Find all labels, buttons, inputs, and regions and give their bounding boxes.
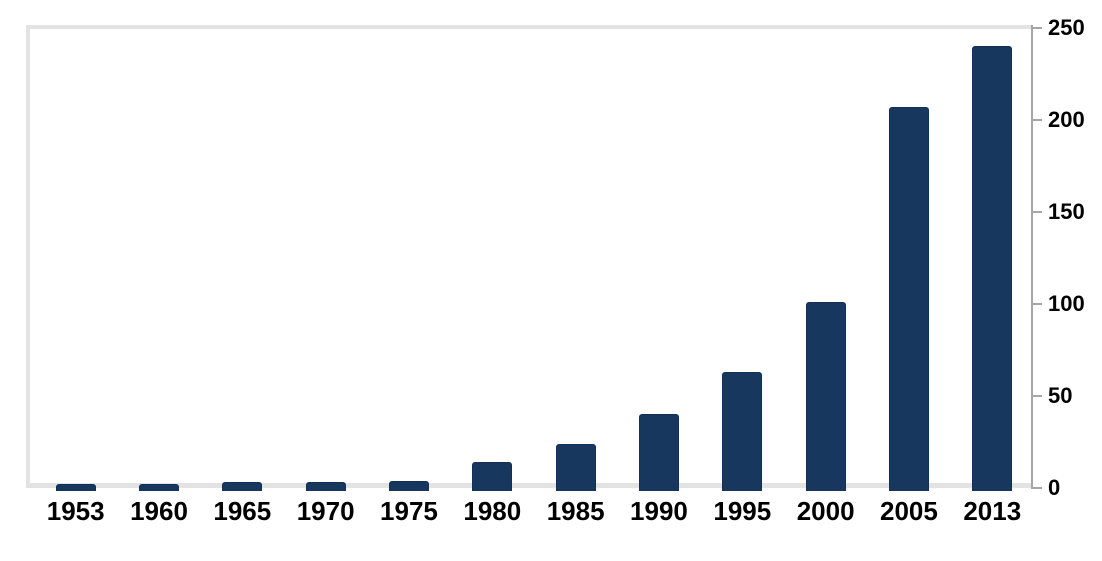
y-axis-line	[1031, 25, 1033, 489]
x-label-1965: 1965	[213, 496, 272, 526]
x-label-1970: 1970	[296, 496, 355, 526]
bar-column-2005	[867, 25, 950, 491]
y-tick-200	[1033, 119, 1042, 121]
bar-1985	[555, 443, 596, 491]
bar-1990	[638, 414, 679, 491]
x-label-2005: 2005	[880, 496, 938, 526]
bar-column-2000	[784, 25, 867, 491]
bar-1970	[305, 482, 346, 491]
x-label-1975: 1975	[380, 496, 438, 526]
bar-1995	[722, 372, 763, 491]
x-label-1960: 1960	[130, 496, 188, 526]
bar-column-1980	[451, 25, 534, 491]
bar-2005	[888, 107, 929, 491]
x-label-2013: 2013	[963, 496, 1022, 526]
bar-column-1953	[34, 25, 117, 491]
bar-column-1990	[617, 25, 700, 491]
bar-column-1960	[117, 25, 200, 491]
x-label-1990: 1990	[630, 496, 688, 526]
x-label-1953: 1953	[46, 496, 105, 526]
y-tick-label-50: 50	[1048, 383, 1073, 408]
bar-1953	[55, 484, 96, 491]
bar-column-1995	[701, 25, 784, 491]
x-label-1985: 1985	[546, 496, 605, 526]
bar-column-1985	[534, 25, 617, 491]
y-tick-150	[1033, 211, 1042, 213]
y-tick-label-200: 200	[1048, 107, 1085, 132]
bar-column-1970	[284, 25, 367, 491]
x-label-1995: 1995	[713, 496, 772, 526]
bar-column-2013	[951, 25, 1034, 491]
bar-1975	[388, 480, 429, 491]
y-tick-label-100: 100	[1048, 291, 1085, 316]
x-axis-labels: 1953 1960 1965 1970 1975 1980 1985 1990 1995 2000…	[34, 496, 1034, 527]
bars-row	[34, 25, 1034, 491]
bar-column-1965	[201, 25, 284, 491]
y-tick-label-150: 150	[1048, 199, 1085, 224]
y-tick-250	[1033, 27, 1042, 29]
plot-area-frame	[26, 25, 1031, 488]
y-tick-label-250: 250	[1048, 15, 1085, 40]
x-label-1980: 1980	[463, 496, 522, 526]
y-tick-0	[1033, 487, 1042, 489]
bar-1965	[222, 482, 263, 491]
bar-1960	[138, 484, 179, 491]
bar-2000	[805, 302, 846, 491]
bar-1980	[472, 462, 513, 491]
y-tick-50	[1033, 395, 1042, 397]
bar-column-1975	[367, 25, 450, 491]
y-tick-100	[1033, 303, 1042, 305]
x-label-2000: 2000	[796, 496, 855, 526]
bar-2013	[972, 46, 1013, 491]
y-tick-label-0: 0	[1048, 475, 1061, 500]
